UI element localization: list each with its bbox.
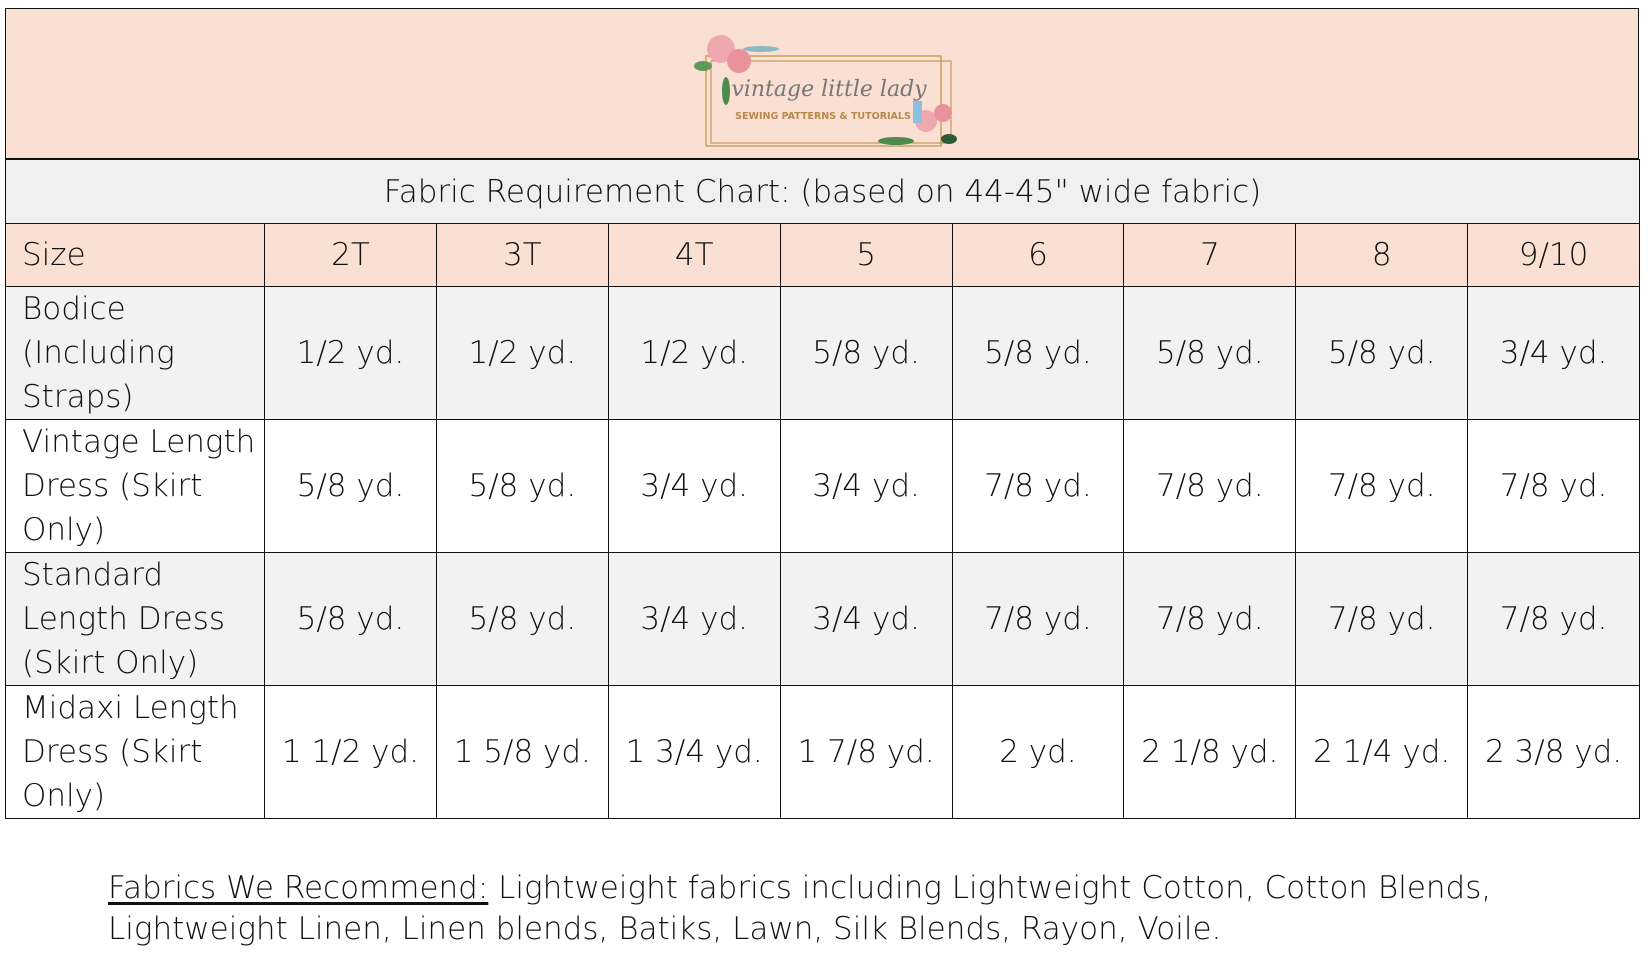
fabric-recommendation: Fabrics We Recommend: Lightweight fabric… [108,868,1528,950]
table-cell: 7/8 yd. [1295,419,1469,553]
recommendation-heading: Fabrics We Recommend: [108,870,489,906]
table-cell: 5/8 yd. [264,552,437,686]
table-cell: 1/2 yd. [264,286,437,420]
table-cell: 2 yd. [951,685,1125,819]
size-header: 6 [951,223,1125,287]
table-cell: 5/8 yd. [951,286,1125,420]
table-cell: 1 1/2 yd. [264,685,437,819]
chart-title: Fabric Requirement Chart: (based on 44-4… [5,159,1640,224]
table-cell: 3/4 yd. [779,419,953,553]
table-cell: 2 1/4 yd. [1295,685,1469,819]
size-header: 9/10 [1467,223,1640,287]
table-cell: 1/2 yd. [435,286,609,420]
table-cell: 1/2 yd. [607,286,781,420]
table-cell: 5/8 yd. [1295,286,1469,420]
size-header: 4T [607,223,781,287]
table-cell: 1 3/4 yd. [607,685,781,819]
fabric-requirement-table: Fabric Requirement Chart: (based on 44-4… [5,159,1640,819]
row-label: Vintage Length Dress (Skirt Only) [5,419,265,553]
row-label: Bodice (Including Straps) [5,286,265,420]
table-cell: 7/8 yd. [1123,552,1297,686]
table-row: Vintage Length Dress (Skirt Only) 5/8 yd… [5,419,1640,553]
logo-script-text: vintage little lady [731,77,927,102]
row-label: Standard Length Dress (Skirt Only) [5,552,265,686]
table-cell: 1 7/8 yd. [779,685,953,819]
size-header: 5 [779,223,953,287]
vintage-little-lady-logo: vintage little lady SEWING PATTERNS & TU… [694,35,957,147]
table-row: Bodice (Including Straps) 1/2 yd. 1/2 yd… [5,286,1640,420]
size-header: 7 [1123,223,1297,287]
size-header: 3T [435,223,609,287]
table-cell: 7/8 yd. [1467,552,1640,686]
table-cell: 5/8 yd. [779,286,953,420]
table-cell: 5/8 yd. [1123,286,1297,420]
table-cell: 5/8 yd. [264,419,437,553]
size-header: 2T [264,223,437,287]
table-cell: 3/4 yd. [607,552,781,686]
table-cell: 2 3/8 yd. [1467,685,1640,819]
table-cell: 7/8 yd. [1123,419,1297,553]
table-cell: 5/8 yd. [435,552,609,686]
recommendation-text: Lightweight fabrics including Lightweigh… [108,870,1492,947]
table-cell: 7/8 yd. [1295,552,1469,686]
table-cell: 7/8 yd. [1467,419,1640,553]
row-label: Midaxi Length Dress (Skirt Only) [5,685,265,819]
table-row: Midaxi Length Dress (Skirt Only) 1 1/2 y… [5,685,1640,819]
size-header-row: Size 2T 3T 4T 5 6 7 8 9/10 [5,223,1640,287]
table-cell: 1 5/8 yd. [435,685,609,819]
table-cell: 5/8 yd. [435,419,609,553]
title-row: Fabric Requirement Chart: (based on 44-4… [5,159,1640,224]
table-cell: 3/4 yd. [1467,286,1640,420]
logo-tagline: SEWING PATTERNS & TUTORIALS [735,111,911,122]
size-header-label: Size [5,223,265,287]
table-row: Standard Length Dress (Skirt Only) 5/8 y… [5,552,1640,686]
table-cell: 3/4 yd. [607,419,781,553]
table-cell: 2 1/8 yd. [1123,685,1297,819]
size-header: 8 [1295,223,1469,287]
table-cell: 3/4 yd. [779,552,953,686]
table-cell: 7/8 yd. [951,419,1125,553]
logo-banner: vintage little lady SEWING PATTERNS & TU… [5,8,1639,159]
table-cell: 7/8 yd. [951,552,1125,686]
